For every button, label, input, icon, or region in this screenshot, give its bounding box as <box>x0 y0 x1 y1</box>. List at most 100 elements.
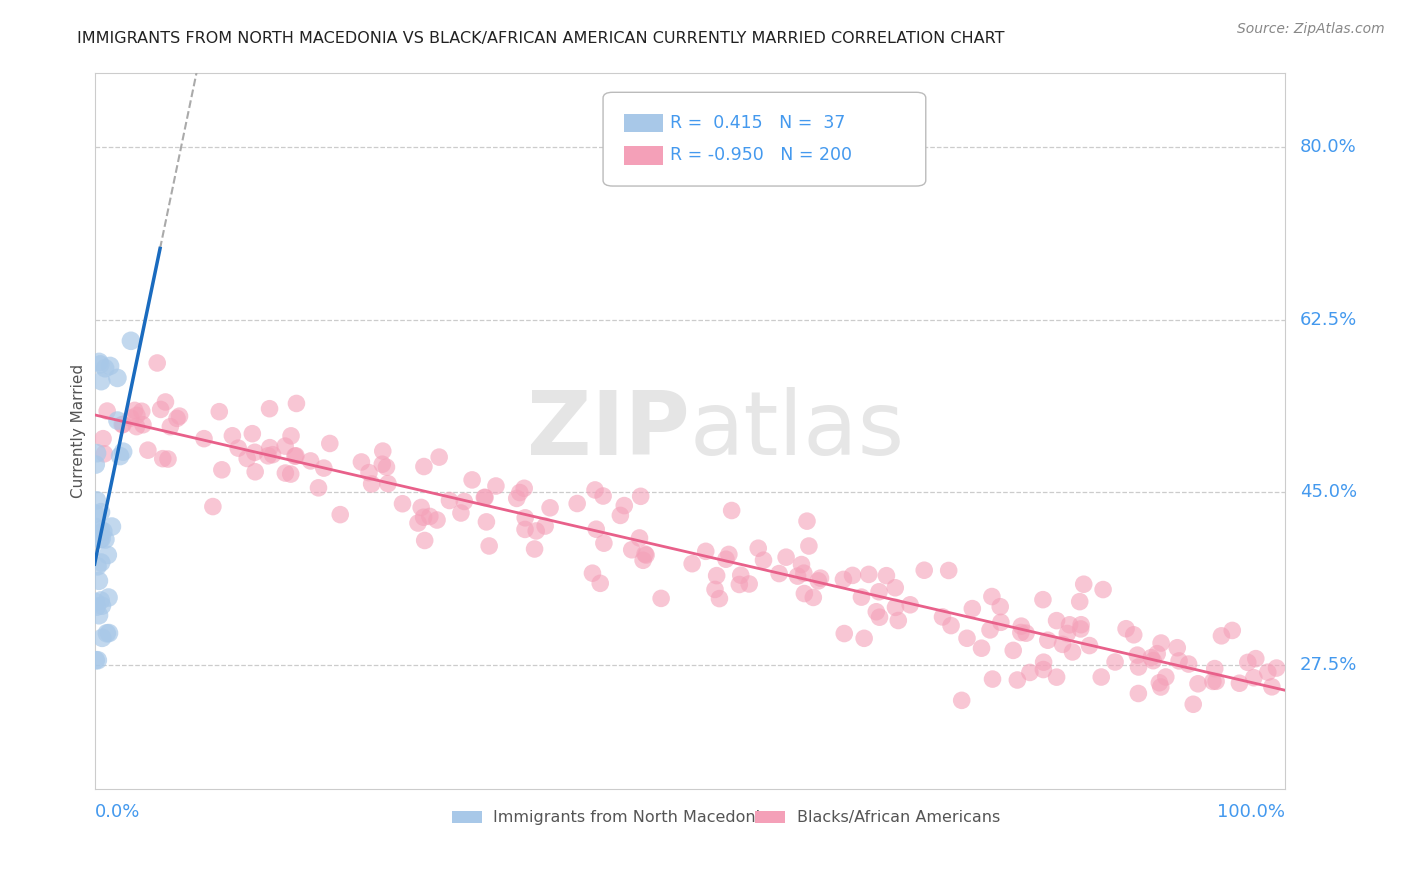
Point <box>950 693 973 707</box>
Point <box>284 449 307 463</box>
Point <box>1015 626 1038 640</box>
Point <box>91 599 114 613</box>
Point <box>87 653 110 667</box>
Text: ZIP: ZIP <box>527 387 690 475</box>
Text: IMMIGRANTS FROM NORTH MACEDONIA VS BLACK/AFRICAN AMERICAN CURRENTLY MARRIED CORR: IMMIGRANTS FROM NORTH MACEDONIA VS BLACK… <box>77 31 1005 46</box>
Point <box>1140 650 1163 665</box>
Point <box>970 641 993 656</box>
Point <box>956 632 979 646</box>
Point <box>1150 680 1173 694</box>
Point <box>583 483 606 497</box>
Point <box>1073 577 1095 591</box>
Point <box>613 499 636 513</box>
Point <box>875 568 897 582</box>
Point <box>90 523 112 537</box>
Point <box>308 481 330 495</box>
FancyBboxPatch shape <box>755 812 786 822</box>
Point <box>371 444 394 458</box>
Point <box>631 553 654 567</box>
Text: Blacks/African Americans: Blacks/African Americans <box>797 810 1001 824</box>
Point <box>714 552 737 566</box>
Point <box>620 542 643 557</box>
Point <box>97 548 120 562</box>
Point <box>84 507 107 521</box>
Point <box>136 443 159 458</box>
Point <box>728 577 751 591</box>
Point <box>706 568 728 582</box>
Point <box>1177 657 1199 671</box>
Point <box>790 558 813 572</box>
Point <box>108 449 131 463</box>
Point <box>478 539 501 553</box>
Point <box>1146 647 1168 661</box>
Point <box>132 417 155 432</box>
Point <box>201 500 224 514</box>
Point <box>1220 624 1243 638</box>
Point <box>226 441 249 455</box>
Point <box>86 493 108 508</box>
Point <box>87 608 110 623</box>
Point <box>90 505 112 519</box>
Point <box>90 532 112 546</box>
Point <box>285 396 308 410</box>
Point <box>1115 622 1137 636</box>
Point <box>93 447 115 461</box>
Point <box>412 510 434 524</box>
Point <box>747 541 769 556</box>
Point <box>120 411 142 425</box>
Point <box>939 618 962 632</box>
Point <box>589 576 612 591</box>
Point <box>89 533 111 547</box>
Point <box>981 672 1004 686</box>
Point <box>515 511 537 525</box>
Point <box>538 500 561 515</box>
Point <box>810 571 832 585</box>
Point <box>1070 622 1092 636</box>
Point <box>166 411 188 425</box>
Point <box>730 568 752 582</box>
Point <box>472 491 495 505</box>
Point <box>938 564 960 578</box>
Point <box>1036 633 1059 648</box>
Point <box>1052 637 1074 651</box>
Point <box>89 358 111 372</box>
Point <box>259 441 281 455</box>
Point <box>793 566 815 581</box>
Point <box>868 584 890 599</box>
Point <box>86 599 108 614</box>
Point <box>221 429 243 443</box>
Point <box>709 591 731 606</box>
Point <box>1007 673 1029 687</box>
Point <box>240 426 263 441</box>
Point <box>1265 661 1288 675</box>
Point <box>149 402 172 417</box>
Point <box>1204 662 1226 676</box>
Point <box>461 473 484 487</box>
Point <box>592 489 614 503</box>
Point <box>280 429 302 443</box>
Point <box>84 520 107 534</box>
Point <box>377 476 399 491</box>
Point <box>851 590 873 604</box>
Point <box>786 569 808 583</box>
Point <box>636 548 658 562</box>
Point <box>1122 628 1144 642</box>
Point <box>1128 660 1150 674</box>
Point <box>887 614 910 628</box>
Point <box>450 506 472 520</box>
Point <box>474 491 496 505</box>
Point <box>768 566 790 581</box>
Text: 100.0%: 100.0% <box>1218 803 1285 821</box>
Point <box>1205 674 1227 689</box>
Point <box>284 449 307 463</box>
Point <box>1090 670 1112 684</box>
Point <box>98 359 121 373</box>
Point <box>124 403 146 417</box>
Point <box>609 508 631 523</box>
Point <box>681 557 703 571</box>
Point <box>1104 655 1126 669</box>
Point <box>634 547 657 561</box>
Point <box>312 461 335 475</box>
Point <box>1168 654 1191 668</box>
Point <box>534 519 557 533</box>
